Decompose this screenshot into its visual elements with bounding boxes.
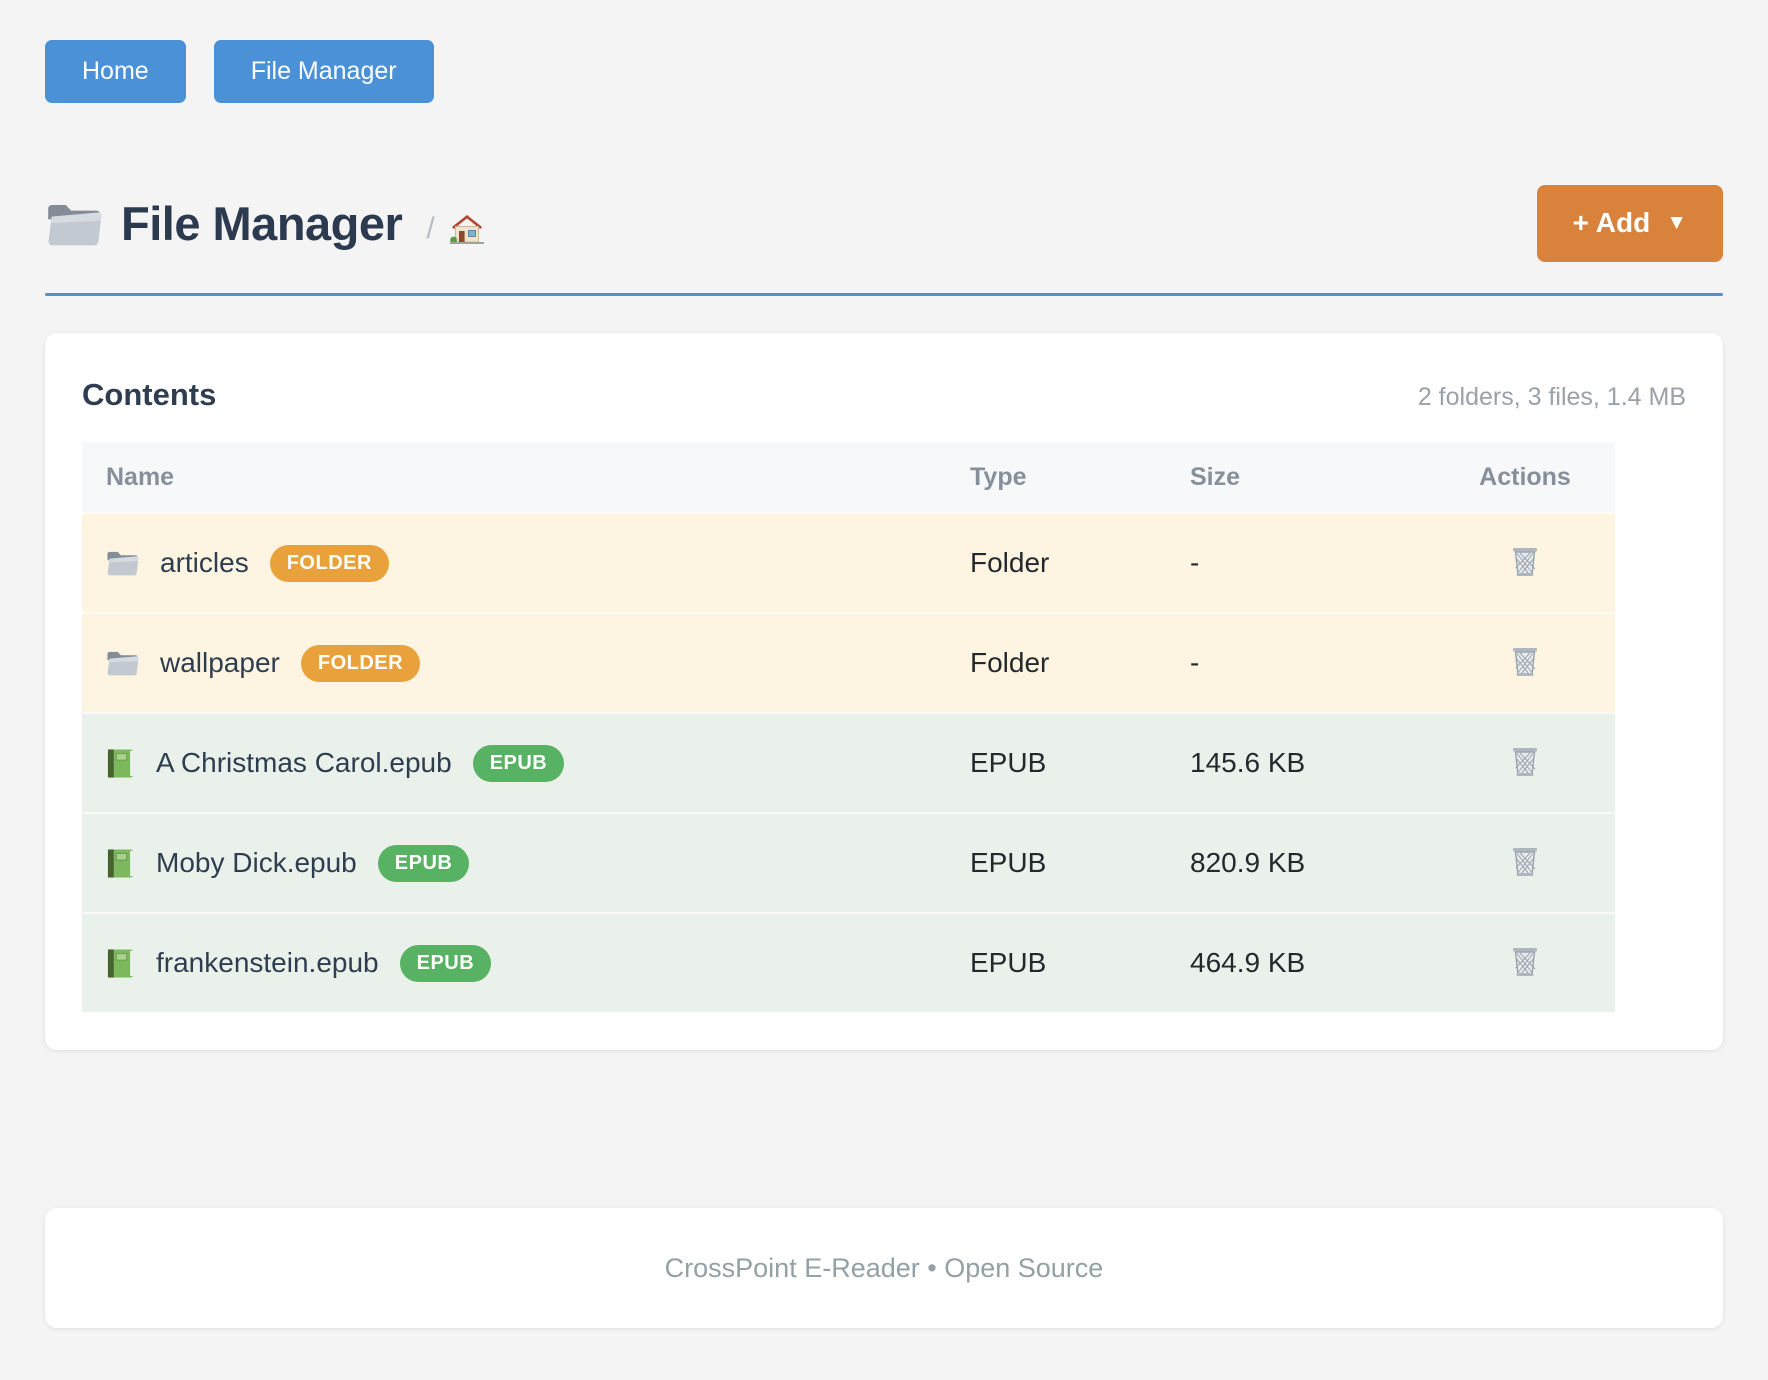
type-badge: EPUB — [377, 844, 470, 882]
file-name: A Christmas Carol.epub — [156, 747, 452, 778]
file-name: Moby Dick.epub — [156, 847, 357, 878]
table-body: articles FOLDER Folder - wall — [82, 512, 1615, 1012]
contents-summary: 2 folders, 3 files, 1.4 MB — [1417, 383, 1686, 411]
actions-cell — [1435, 940, 1615, 987]
size-cell: - — [1190, 647, 1200, 678]
actions-cell — [1435, 540, 1615, 587]
type-cell: EPUB — [970, 747, 1047, 778]
page-header: File Manager / + Add ▼ — [45, 185, 1723, 262]
footer-card: CrossPoint E-Reader • Open Source — [45, 1208, 1723, 1328]
add-button-label: + Add — [1572, 207, 1651, 238]
trash-icon — [1513, 547, 1537, 576]
title-group: File Manager / — [45, 196, 1537, 251]
name-cell[interactable]: Moby Dick.epub EPUB — [82, 844, 970, 882]
nav-home-button[interactable]: Home — [45, 40, 186, 103]
name-cell[interactable]: wallpaper FOLDER — [82, 644, 970, 682]
table-row: Moby Dick.epub EPUB EPUB 820.9 KB — [82, 812, 1615, 912]
size-cell: 464.9 KB — [1190, 947, 1306, 978]
type-cell: EPUB — [970, 847, 1047, 878]
name-cell[interactable]: articles FOLDER — [82, 544, 970, 582]
type-badge: FOLDER — [300, 644, 421, 682]
column-header-type: Type — [970, 462, 1027, 491]
chevron-down-icon: ▼ — [1666, 211, 1687, 234]
book-icon — [107, 848, 134, 878]
size-cell: 820.9 KB — [1190, 847, 1306, 878]
add-button[interactable]: + Add ▼ — [1536, 185, 1723, 262]
top-nav: Home File Manager — [45, 40, 1723, 103]
column-header-actions: Actions — [1479, 462, 1571, 491]
home-icon[interactable] — [449, 212, 485, 246]
folder-icon — [48, 204, 102, 245]
column-header-name: Name — [106, 462, 175, 491]
name-cell[interactable]: frankenstein.epub EPUB — [82, 944, 970, 982]
contents-card: Contents 2 folders, 3 files, 1.4 MB Name… — [45, 333, 1723, 1050]
size-cell: 145.6 KB — [1190, 747, 1306, 778]
table-header-row: Name Type Size Actions — [82, 442, 1615, 512]
delete-button[interactable] — [1504, 840, 1546, 887]
page: Home File Manager File Manager / + Add — [45, 40, 1723, 1328]
actions-cell — [1435, 640, 1615, 687]
trash-icon — [1513, 747, 1537, 776]
page-title: File Manager — [121, 197, 403, 250]
column-header-size: Size — [1190, 462, 1241, 491]
folder-icon — [107, 551, 139, 576]
table-row: articles FOLDER Folder - — [82, 512, 1615, 612]
type-badge: FOLDER — [269, 544, 389, 582]
file-name: wallpaper — [160, 647, 280, 678]
nav-file-manager-button[interactable]: File Manager — [213, 40, 434, 103]
trash-icon — [1513, 947, 1537, 976]
trash-icon — [1513, 647, 1537, 676]
type-cell: Folder — [970, 647, 1050, 678]
file-name: articles — [160, 547, 249, 578]
table-row: A Christmas Carol.epub EPUB EPUB 145.6 K… — [82, 712, 1615, 812]
book-icon — [107, 748, 134, 778]
file-table: Name Type Size Actions articles FOLDER F… — [82, 442, 1615, 1012]
file-name: frankenstein.epub — [156, 947, 379, 978]
folder-icon — [107, 651, 139, 676]
type-cell: Folder — [970, 547, 1050, 578]
book-icon — [107, 948, 134, 978]
type-badge: EPUB — [399, 944, 492, 982]
contents-card-header: Contents 2 folders, 3 files, 1.4 MB — [82, 377, 1686, 413]
table-row: frankenstein.epub EPUB EPUB 464.9 KB — [82, 912, 1615, 1012]
footer-text: CrossPoint E-Reader • Open Source — [664, 1252, 1104, 1283]
trash-icon — [1513, 847, 1537, 876]
type-cell: EPUB — [970, 947, 1047, 978]
delete-button[interactable] — [1504, 940, 1546, 987]
title-rule — [45, 293, 1723, 296]
delete-button[interactable] — [1504, 740, 1546, 787]
contents-heading: Contents — [82, 377, 217, 412]
table-row: wallpaper FOLDER Folder - — [82, 612, 1615, 712]
actions-cell — [1435, 740, 1615, 787]
name-cell[interactable]: A Christmas Carol.epub EPUB — [82, 744, 970, 782]
breadcrumb-separator: / — [426, 211, 435, 245]
type-badge: EPUB — [472, 744, 565, 782]
delete-button[interactable] — [1504, 640, 1546, 687]
delete-button[interactable] — [1504, 540, 1546, 587]
actions-cell — [1435, 840, 1615, 887]
size-cell: - — [1190, 547, 1200, 578]
